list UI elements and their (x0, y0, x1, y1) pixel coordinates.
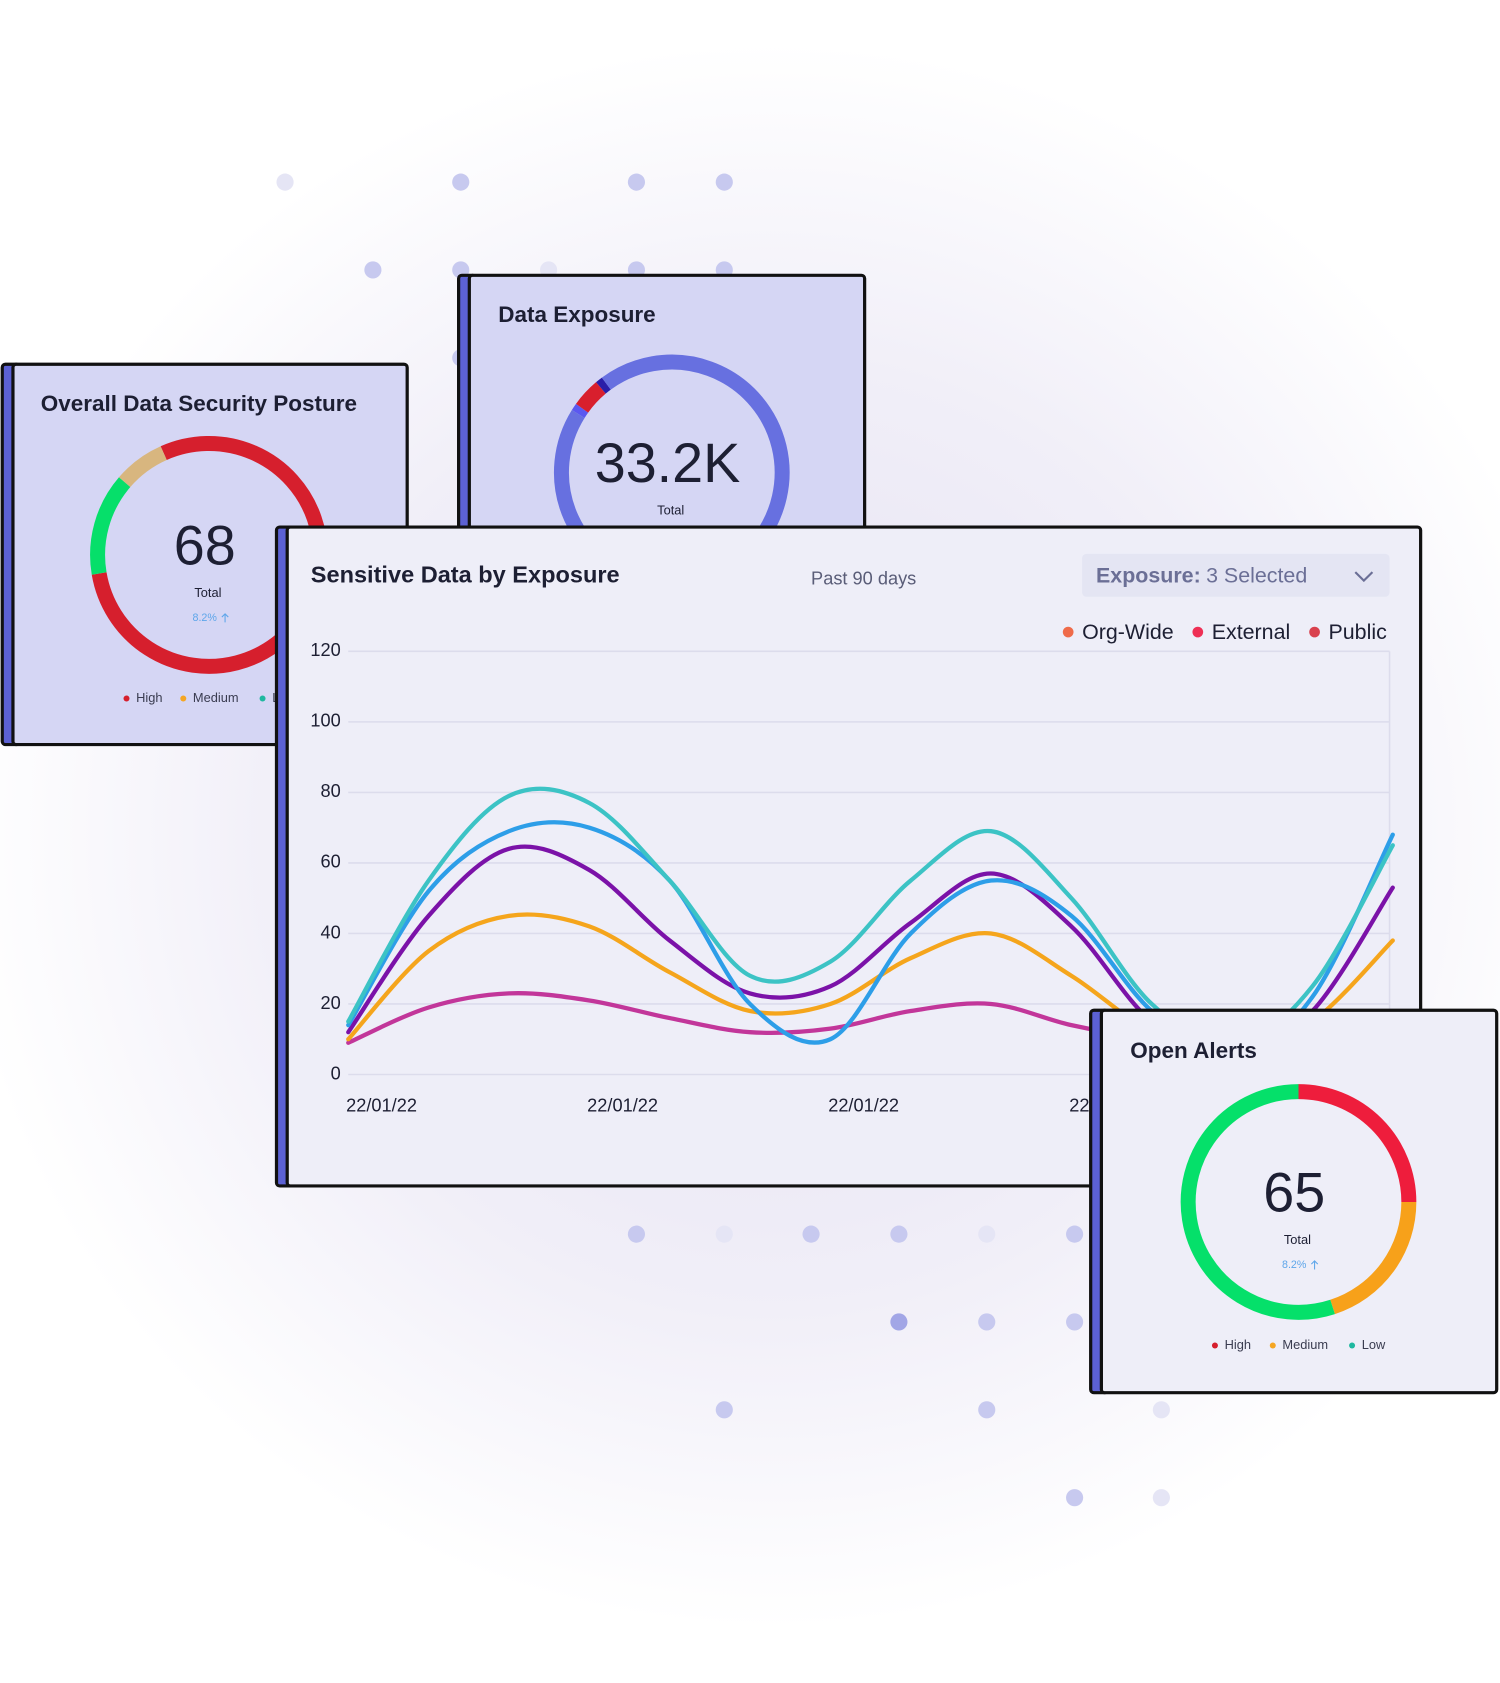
card (1099, 1008, 1499, 1395)
center-caption: Total (194, 585, 221, 600)
y-tick-label: 120 (310, 640, 340, 660)
legend-label: Medium (1282, 1337, 1328, 1352)
legend-dot (1309, 626, 1320, 638)
change-arrow (221, 613, 229, 623)
decor-dot (627, 173, 646, 191)
card-title: Data Exposure (498, 302, 655, 327)
donut-segment (596, 377, 611, 394)
decor-dot (890, 1225, 908, 1243)
filter-dropdown[interactable] (1082, 553, 1390, 597)
donut-segment (575, 382, 606, 413)
decor-dot (1152, 1401, 1170, 1419)
subtitle: Past 90 days (811, 568, 916, 588)
decor-dot (715, 1225, 733, 1243)
decor-dot (802, 1225, 820, 1243)
legend-label: High (1225, 1337, 1251, 1352)
decor-dot (715, 173, 733, 191)
legend-label: Org-Wide (1082, 620, 1174, 644)
x-tick-label: 22/01/22 (587, 1095, 658, 1115)
y-tick-label: 60 (321, 852, 341, 872)
decor-dot (1066, 1225, 1084, 1243)
legend-dot (123, 695, 130, 702)
decor-dot (978, 1401, 996, 1419)
center-value: 68 (174, 514, 236, 576)
donut-segment (1330, 1201, 1417, 1315)
legend-label: Low (1362, 1337, 1386, 1352)
decor-dot (452, 173, 470, 191)
y-tick-label: 40 (321, 922, 341, 942)
donut-segment (571, 403, 589, 418)
legend-label: Public (1328, 620, 1387, 644)
decor-dot (715, 1401, 733, 1419)
legend-dot (1192, 626, 1204, 638)
legend-dot (1349, 1342, 1356, 1349)
x-tick-label: 22/01/22 (346, 1095, 417, 1115)
filter-value[interactable]: 3 Selected (1206, 563, 1307, 587)
change-arrow (1310, 1260, 1319, 1270)
center-value: 65 (1263, 1161, 1325, 1223)
donut-segment (1180, 1084, 1335, 1320)
card-title: Sensitive Data by Exposure (311, 562, 620, 588)
center-value: 33.2K (595, 432, 741, 494)
legend-label: Medium (193, 690, 239, 705)
y-tick-label: 20 (321, 993, 341, 1013)
decor-dot (978, 1225, 996, 1243)
decor-dot (890, 1313, 908, 1331)
filter-key[interactable]: Exposure: (1096, 563, 1201, 587)
card-title: Overall Data Security Posture (41, 391, 357, 416)
legend-dot (259, 695, 266, 702)
legend-dot (1269, 1342, 1276, 1349)
change-value: 8.2% (193, 612, 218, 624)
x-tick-label: 22/01/22 (828, 1095, 899, 1115)
legend-dot (1211, 1342, 1218, 1349)
y-tick-label: 100 (310, 711, 340, 731)
card-title: Open Alerts (1130, 1038, 1257, 1063)
decor-dot (1066, 1489, 1084, 1507)
decor-dot (276, 173, 294, 191)
donut-segment (1298, 1084, 1417, 1203)
filter-label[interactable]: Exposure: 3 Selected (1096, 563, 1307, 587)
center-caption: Total (657, 502, 684, 517)
decor-dot (364, 261, 382, 279)
y-tick-label: 0 (331, 1063, 341, 1083)
legend-label: High (136, 690, 162, 705)
decor-dot (627, 1225, 646, 1243)
legend-dot (180, 695, 187, 702)
change-value: 8.2% (1282, 1259, 1307, 1271)
decor-dot (978, 1313, 996, 1331)
decor-dot (1066, 1313, 1084, 1331)
donut-segment (118, 446, 167, 488)
donut-segment (90, 477, 131, 575)
legend-dot (1062, 626, 1074, 638)
dropdown-chevron[interactable] (1354, 571, 1374, 583)
decor-dot (1152, 1489, 1170, 1507)
y-tick-label: 80 (321, 781, 341, 801)
legend-label: External (1212, 620, 1291, 644)
center-caption: Total (1284, 1232, 1311, 1247)
